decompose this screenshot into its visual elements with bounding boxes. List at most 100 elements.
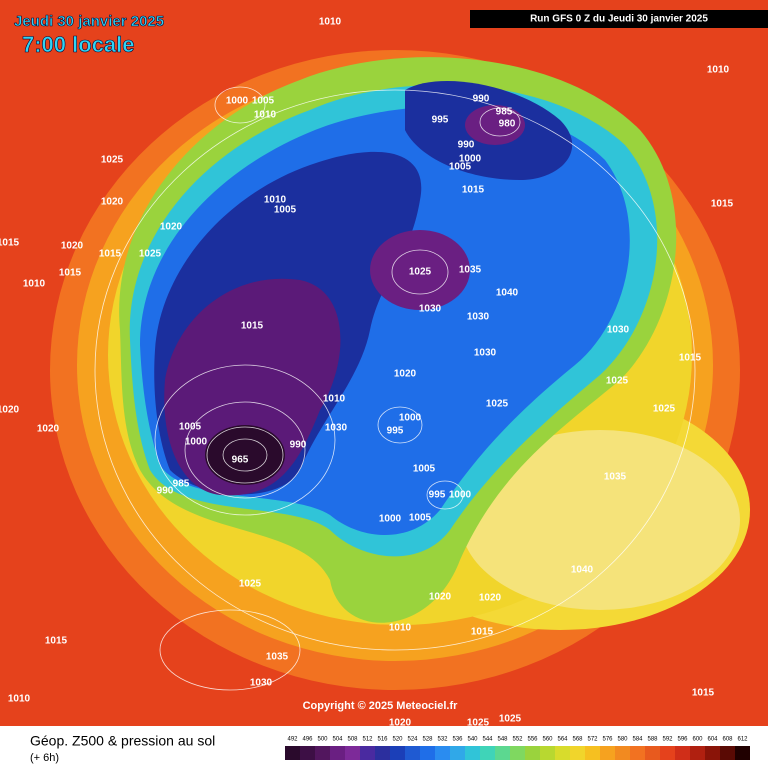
isobar-label: 1030 xyxy=(607,325,630,336)
isobar-label: 1010 xyxy=(389,623,412,634)
legend-swatch xyxy=(405,746,420,760)
date-label: Jeudi 30 janvier 2025 xyxy=(14,13,164,30)
legend-label: 612 xyxy=(737,737,748,743)
legend-label: 604 xyxy=(707,737,718,743)
isobar-label: 1015 xyxy=(711,199,734,210)
isobar-label: 1035 xyxy=(266,652,289,663)
legend-label: 504 xyxy=(332,737,343,743)
legend-swatch xyxy=(705,746,720,760)
isobar-label: 1010 xyxy=(23,279,46,290)
isobar-label: 985 xyxy=(496,107,513,118)
legend-label: 592 xyxy=(662,737,673,743)
legend-label: 492 xyxy=(287,737,298,743)
isobar-label: 1025 xyxy=(139,249,162,260)
legend-label: 588 xyxy=(647,737,658,743)
isobar-label: 1000 xyxy=(459,154,482,165)
legend-label: 580 xyxy=(617,737,628,743)
legend-swatch xyxy=(465,746,480,760)
legend-label: 572 xyxy=(587,737,598,743)
legend-label: 540 xyxy=(467,737,478,743)
legend-swatch xyxy=(375,746,390,760)
isobar-label: 1015 xyxy=(692,688,715,699)
legend-swatch xyxy=(630,746,645,760)
isobar-label: 1030 xyxy=(474,348,497,359)
legend-label: 536 xyxy=(452,737,463,743)
isobar-label: 990 xyxy=(157,486,174,497)
isobar-label: 1020 xyxy=(0,405,20,416)
legend-label: 600 xyxy=(692,737,703,743)
legend-label: 512 xyxy=(362,737,373,743)
isobar-label: 1025 xyxy=(606,376,629,387)
legend-swatch xyxy=(285,746,300,760)
run-banner xyxy=(470,10,768,28)
legend-label: 584 xyxy=(632,737,643,743)
isobar-label: 1005 xyxy=(274,205,297,216)
legend-swatch xyxy=(420,746,435,760)
isobar-label: 1025 xyxy=(239,579,262,590)
legend-swatch xyxy=(675,746,690,760)
legend-label: 524 xyxy=(407,737,418,743)
isobar-label: 1000 xyxy=(185,437,208,448)
isobar-label: 1025 xyxy=(486,399,509,410)
isobar-label: 1020 xyxy=(394,369,417,380)
isobar-label: 1015 xyxy=(241,321,264,332)
legend-label: 500 xyxy=(317,737,328,743)
isobar-label: 1020 xyxy=(479,593,502,604)
contour-fill xyxy=(370,230,470,310)
isobar-label: 1015 xyxy=(471,627,494,638)
legend-label: 552 xyxy=(512,737,523,743)
isobar-label: 1015 xyxy=(462,185,485,196)
isobar-label: 1020 xyxy=(61,241,84,252)
legend-swatch xyxy=(510,746,525,760)
legend-swatch xyxy=(645,746,660,760)
isobar-label: 1035 xyxy=(604,472,627,483)
isobar-label: 1020 xyxy=(101,197,124,208)
isobar-label: 990 xyxy=(458,140,475,151)
legend-swatch xyxy=(555,746,570,760)
contour-fill xyxy=(205,425,285,485)
isobar-label: 1010 xyxy=(319,17,342,28)
legend-swatch xyxy=(435,746,450,760)
legend-swatch xyxy=(570,746,585,760)
footer-subtitle: (+ 6h) xyxy=(30,752,59,764)
legend-swatch xyxy=(315,746,330,760)
isobar-label: 1015 xyxy=(0,238,20,249)
legend-swatch xyxy=(615,746,630,760)
contour-fill xyxy=(465,105,525,145)
isobar-label: 995 xyxy=(387,426,404,437)
run-label: Run GFS 0 Z du Jeudi 30 janvier 2025 xyxy=(530,14,708,25)
isobar-label: 965 xyxy=(232,455,249,466)
legend-swatch xyxy=(585,746,600,760)
legend-swatch xyxy=(720,746,735,760)
isobar-label: 1010 xyxy=(264,195,287,206)
isobar-label: 985 xyxy=(173,479,190,490)
isobar-label: 1025 xyxy=(409,267,432,278)
legend-swatch xyxy=(360,746,375,760)
legend-label: 496 xyxy=(302,737,313,743)
footer-title: Géop. Z500 & pression au sol xyxy=(30,733,215,749)
isobar-label: 990 xyxy=(290,440,307,451)
time-label: 7:00 locale xyxy=(22,32,135,57)
isobar-label: 995 xyxy=(432,115,449,126)
legend-swatch xyxy=(690,746,705,760)
legend-label: 532 xyxy=(437,737,448,743)
isobar-label: 1040 xyxy=(496,288,519,299)
legend-label: 596 xyxy=(677,737,688,743)
legend-label: 568 xyxy=(572,737,583,743)
isobar-label: 1015 xyxy=(679,353,702,364)
legend-label: 520 xyxy=(392,737,403,743)
legend-label: 608 xyxy=(722,737,733,743)
isobar-label: 1005 xyxy=(179,422,202,433)
isobar-label: 1005 xyxy=(413,464,436,475)
isobar-label: 1000 xyxy=(449,490,472,501)
isobar-label: 1020 xyxy=(37,424,60,435)
legend-swatch xyxy=(480,746,495,760)
isobar-label: 1035 xyxy=(459,265,482,276)
isobar-label: 995 xyxy=(429,490,446,501)
legend-swatch xyxy=(345,746,360,760)
isobar-label: 1025 xyxy=(101,155,124,166)
legend-label: 576 xyxy=(602,737,613,743)
isobar-label: 1005 xyxy=(252,96,275,107)
isobar-lines xyxy=(94,86,696,691)
isobar-label: 1000 xyxy=(379,514,402,525)
